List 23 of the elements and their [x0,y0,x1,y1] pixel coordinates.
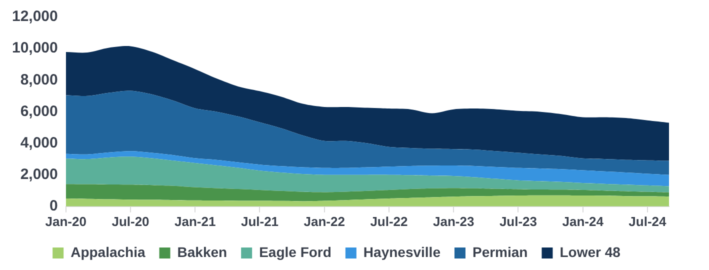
y-tick-label: 8,000 [20,71,58,88]
legend-label: Permian [472,244,528,260]
x-tick-label: Jan-22 [304,214,345,229]
x-tick-label: Jul-24 [628,214,668,229]
legend-label: Appalachia [70,244,146,260]
legend-label: Haynesville [363,244,441,260]
y-tick-label: 2,000 [20,166,58,183]
y-tick-label: 12,000 [12,8,58,26]
x-tick-label: Jan-20 [45,214,86,229]
legend-label: Lower 48 [560,244,621,260]
x-tick-label: Jul-20 [112,214,150,229]
y-tick-label: 6,000 [20,102,58,120]
x-tick-label: Jul-21 [240,214,279,229]
y-tick-label: 10,000 [12,40,58,57]
x-tick-label: Jan-21 [174,214,216,229]
y-tick-label: 0 [50,198,58,215]
legend-label: Bakken [177,244,228,260]
x-tick-label: Jul-23 [499,214,538,229]
x-tick-label: Jan-24 [562,214,604,229]
x-tick-label: Jan-23 [433,214,474,229]
x-tick-label: Jul-22 [370,214,408,229]
y-tick-label: 4,000 [20,134,58,152]
legend-label: Eagle Ford [259,244,332,260]
